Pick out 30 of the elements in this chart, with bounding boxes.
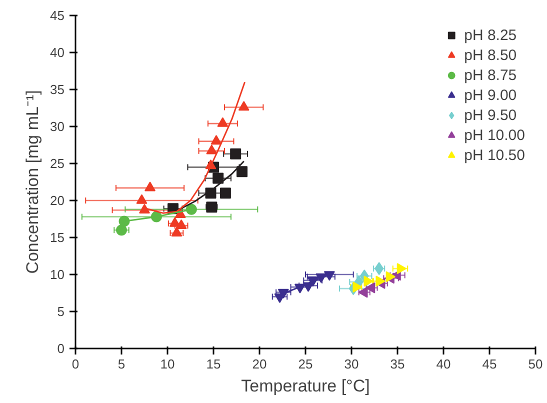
y-tick-label: 40: [50, 45, 65, 60]
legend-label: pH 10.50: [464, 146, 525, 164]
x-axis-title: Temperature [°C]: [241, 376, 370, 396]
y-tick-label: 5: [57, 304, 65, 319]
x-tick-label: 5: [118, 356, 126, 372]
y-tick-label: 20: [50, 193, 65, 208]
x-tick-label: 20: [252, 356, 267, 372]
x-tick-label: 0: [72, 356, 80, 372]
y-tick-label: 10: [50, 267, 65, 282]
x-tick-label: 30: [344, 356, 359, 372]
legend-label: pH 8.75: [464, 66, 517, 84]
legend-label: pH 8.25: [464, 26, 517, 44]
x-tick-label: 45: [482, 356, 497, 372]
x-tick-label: 15: [206, 356, 221, 372]
legend-label: pH 9.00: [464, 86, 517, 104]
y-axis-title: Concentration [mg mL⁻¹]: [23, 90, 42, 274]
x-tick-label: 10: [160, 356, 175, 372]
x-tick-label: 25: [298, 356, 313, 372]
y-tick-label: 45: [50, 8, 65, 23]
x-tick-label: 35: [390, 356, 405, 372]
legend-label: pH 8.50: [464, 46, 517, 64]
y-tick-label: 25: [50, 156, 65, 171]
y-tick-label: 0: [57, 341, 65, 356]
legend-label: pH 10.00: [464, 126, 525, 144]
y-tick-label: 35: [50, 82, 65, 97]
x-tick-label: 50: [528, 356, 543, 372]
y-tick-label: 15: [50, 230, 65, 245]
legend-label: pH 9.50: [464, 106, 517, 124]
y-tick-label: 30: [50, 119, 65, 134]
x-tick-label: 40: [436, 356, 451, 372]
